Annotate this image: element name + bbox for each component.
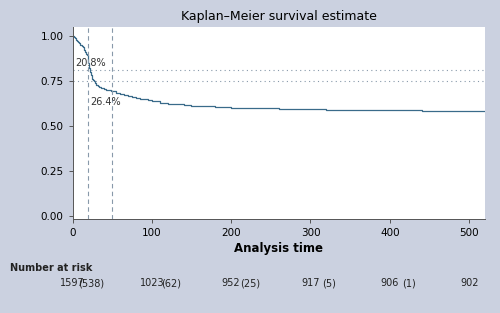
- Text: 26.4%: 26.4%: [90, 97, 120, 107]
- Text: 902: 902: [460, 278, 478, 288]
- Text: 906: 906: [380, 278, 399, 288]
- Text: 1597: 1597: [60, 278, 85, 288]
- X-axis label: Analysis time: Analysis time: [234, 242, 323, 255]
- Text: (538): (538): [78, 278, 104, 288]
- Text: Number at risk: Number at risk: [10, 263, 92, 273]
- Text: (62): (62): [161, 278, 181, 288]
- Text: (25): (25): [240, 278, 260, 288]
- Text: (1): (1): [402, 278, 415, 288]
- Text: 952: 952: [222, 278, 240, 288]
- Text: 20.8%: 20.8%: [75, 58, 106, 68]
- Text: 1023: 1023: [140, 278, 164, 288]
- Text: 917: 917: [301, 278, 320, 288]
- Title: Kaplan–Meier survival estimate: Kaplan–Meier survival estimate: [181, 10, 376, 23]
- Text: (5): (5): [322, 278, 336, 288]
